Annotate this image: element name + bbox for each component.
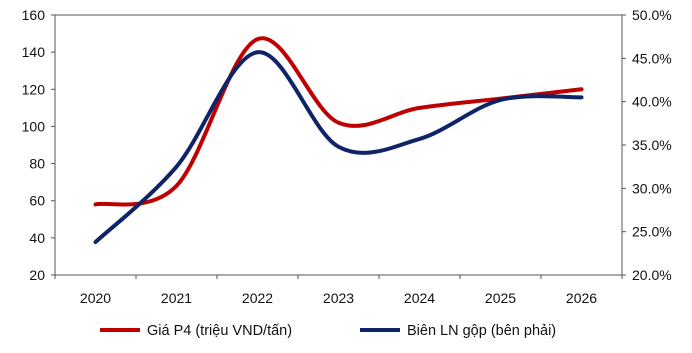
legend: Giá P4 (triệu VND/tấn) Biên LN gộp (bên p…	[100, 323, 556, 339]
legend-label-1: Giá P4 (triệu VND/tấn)	[147, 323, 292, 339]
x-tick-label: 2025	[485, 290, 516, 306]
left-tick-label: 60	[29, 193, 45, 209]
x-tick-label: 2021	[161, 290, 192, 306]
series-line-1	[93, 36, 584, 207]
right-tick-label: 25.0%	[632, 224, 672, 240]
left-tick-label: 100	[22, 118, 46, 134]
left-tick-label: 80	[29, 156, 45, 172]
left-tick-label: 20	[29, 267, 45, 283]
x-axis-ticks: 2020 2021 2022 2023 2024 2025 2026	[54, 275, 623, 306]
left-axis-ticks: 20 40 60 80 100 120 140 160	[22, 7, 55, 283]
x-tick-label: 2026	[566, 290, 597, 306]
right-tick-label: 40.0%	[632, 94, 672, 110]
series-line-2	[93, 50, 584, 245]
x-tick-label: 2024	[404, 290, 435, 306]
left-tick-label: 140	[22, 44, 46, 60]
left-tick-label: 120	[22, 81, 46, 97]
legend-label-2: Biên LN gộp (bên phải)	[407, 323, 556, 339]
right-tick-label: 30.0%	[632, 180, 672, 196]
right-tick-label: 20.0%	[632, 267, 672, 283]
x-tick-label: 2023	[323, 290, 354, 306]
x-tick-label: 2020	[80, 290, 111, 306]
right-axis-ticks: 20.0% 25.0% 30.0% 35.0% 40.0% 45.0% 50.0%	[622, 7, 672, 283]
right-tick-label: 45.0%	[632, 50, 672, 66]
x-tick-label: 2022	[242, 290, 273, 306]
right-tick-label: 35.0%	[632, 137, 672, 153]
left-tick-label: 160	[22, 7, 46, 23]
right-tick-label: 50.0%	[632, 7, 672, 23]
left-tick-label: 40	[29, 230, 45, 246]
series-lines	[93, 36, 584, 245]
